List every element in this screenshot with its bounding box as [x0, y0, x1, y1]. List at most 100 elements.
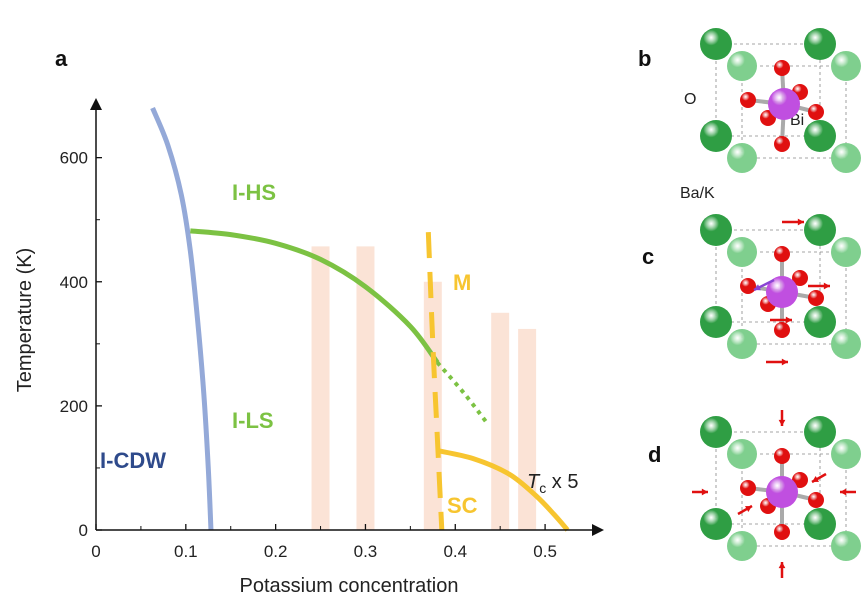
bar-4 — [518, 328, 537, 530]
panel-letter-b: b — [638, 46, 651, 71]
oxygen-atom-1 — [774, 524, 790, 540]
ba-k-atom-back-2 — [727, 329, 757, 359]
x-tick-label-4: 0.4 — [443, 542, 467, 561]
oxygen-atom-1 — [774, 136, 790, 152]
oxygen-atom-3 — [808, 290, 824, 306]
region-label-m: M — [453, 270, 471, 295]
displacement-arrow-5-head — [745, 506, 752, 512]
ba-k-atom-front-0 — [700, 214, 732, 246]
bar-2 — [423, 281, 442, 530]
ba-k-atom-back-0 — [727, 237, 757, 267]
ba-k-atom-back-0 — [727, 51, 757, 81]
tc-multiplier: x 5 — [546, 471, 578, 493]
region-label-ihs: I-HS — [232, 180, 276, 205]
ba-k-atom-front-0 — [700, 416, 732, 448]
ba-k-atom-front-1 — [804, 214, 836, 246]
region-label-ils: I-LS — [232, 408, 274, 433]
crystal-cell-b — [700, 28, 861, 173]
tick-labels: 0 0.1 0.2 0.3 0.4 0.5 0 200 400 600 — [60, 149, 557, 561]
y-tick-label-3: 600 — [60, 149, 88, 168]
panel-letter-a: a — [55, 46, 68, 71]
atom-label-o: O — [684, 91, 696, 108]
bar-3 — [491, 312, 510, 530]
oxygen-atom-3 — [808, 104, 824, 120]
ba-k-atom-front-1 — [804, 416, 836, 448]
y-axis-arrow — [90, 98, 102, 110]
ba-k-atom-front-3 — [804, 508, 836, 540]
oxygen-atom-0 — [774, 448, 790, 464]
oxygen-atom-0 — [774, 60, 790, 76]
oxygen-atom-2 — [740, 278, 756, 294]
atom-label-ba-k: Ba/K — [680, 185, 715, 202]
ba-k-atom-back-2 — [727, 143, 757, 173]
x-tick-label-1: 0.1 — [174, 542, 198, 561]
ba-k-atom-front-2 — [700, 120, 732, 152]
crystal-structures: O Bi Ba/K — [680, 28, 861, 578]
y-tick-label-1: 200 — [60, 397, 88, 416]
displacement-arrow-3-head — [840, 488, 847, 496]
y-tick-label-0: 0 — [79, 521, 88, 540]
ba-k-atom-front-2 — [700, 508, 732, 540]
panel-letter-d: d — [648, 442, 661, 467]
ba-k-atom-back-3 — [831, 531, 861, 561]
ba-k-atom-back-1 — [831, 439, 861, 469]
ba-k-atom-back-1 — [831, 237, 861, 267]
phase-diagram: 0 0.1 0.2 0.3 0.4 0.5 0 200 400 600 Potassium con… — [14, 98, 604, 597]
series-line-2 — [435, 361, 489, 424]
ba-k-atom-front-2 — [700, 306, 732, 338]
cell-edge-front — [715, 229, 821, 323]
x-tick-label-0: 0 — [91, 542, 100, 561]
ba-k-atom-front-0 — [700, 28, 732, 60]
displacement-arrow-3-head — [781, 358, 788, 366]
cell-edge-back — [741, 251, 847, 345]
ba-k-atom-back-3 — [831, 143, 861, 173]
ba-k-atom-back-0 — [727, 439, 757, 469]
panel-letter-c: c — [642, 244, 654, 269]
lines-layer — [150, 107, 570, 532]
region-label-icdw: I-CDW — [100, 448, 166, 473]
ba-k-atom-front-3 — [804, 306, 836, 338]
bismuth-atom — [766, 476, 798, 508]
displacement-arrow-4-head — [754, 284, 761, 291]
bar-0 — [311, 246, 330, 530]
oxygen-atom-2 — [740, 92, 756, 108]
series-line-3 — [425, 232, 445, 531]
ba-k-atom-back-1 — [831, 51, 861, 81]
axes — [90, 98, 604, 536]
ba-k-atom-front-1 — [804, 28, 836, 60]
oxygen-atom-5 — [792, 270, 808, 286]
bismuth-atom — [768, 88, 800, 120]
x-axis-label: Potassium concentration — [239, 575, 458, 597]
oxygen-atom-5 — [792, 472, 808, 488]
oxygen-atom-1 — [774, 322, 790, 338]
series-line-1 — [190, 228, 440, 364]
oxygen-atom-3 — [808, 492, 824, 508]
tc-annotation: Tc x 5 — [527, 471, 578, 496]
displacement-arrow-1-head — [778, 562, 786, 569]
series-line-0 — [150, 107, 214, 531]
tc-symbol: T — [527, 471, 541, 493]
bismuth-atom — [766, 276, 798, 308]
x-tick-label-2: 0.2 — [264, 542, 288, 561]
oxygen-atom-2 — [740, 480, 756, 496]
x-tick-label-5: 0.5 — [533, 542, 557, 561]
series-line-4 — [436, 448, 570, 532]
y-tick-label-2: 400 — [60, 273, 88, 292]
crystal-cell-d — [692, 410, 861, 578]
region-label-sc: SC — [447, 493, 478, 518]
displacement-arrow-1-head — [823, 282, 830, 290]
displacement-arrow-0-head — [797, 218, 804, 226]
displacement-arrow-4-head — [812, 476, 819, 482]
ba-k-atom-back-3 — [831, 329, 861, 359]
bars-layer — [311, 246, 537, 530]
x-axis-arrow — [592, 524, 604, 536]
cell-edge-back — [741, 65, 847, 159]
crystal-cell-c — [700, 214, 861, 366]
cell-edge-back — [741, 453, 847, 547]
displacement-arrow-2-head — [701, 488, 708, 496]
tc-subscript: c — [539, 480, 546, 496]
oxygen-atom-0 — [774, 246, 790, 262]
ba-k-atom-back-2 — [727, 531, 757, 561]
displacement-arrow-2-head — [785, 316, 792, 324]
